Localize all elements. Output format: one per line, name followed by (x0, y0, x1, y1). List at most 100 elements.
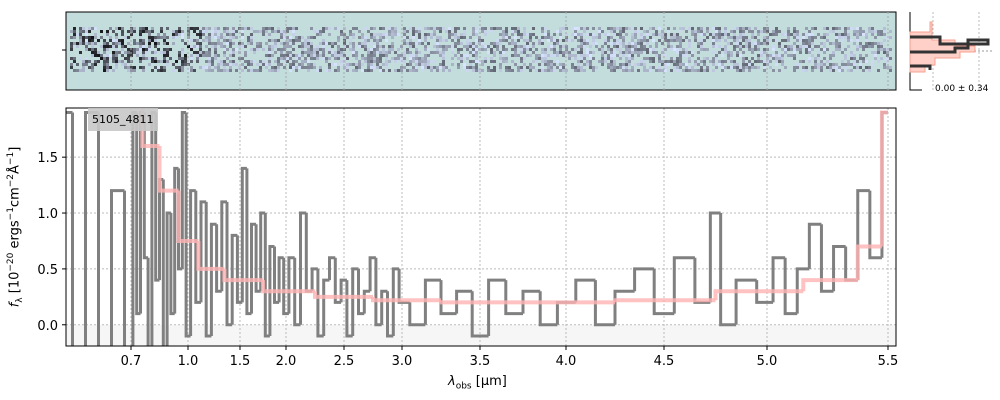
2d-pixel (424, 39, 427, 42)
2d-pixel (619, 33, 622, 36)
2d-pixel (526, 45, 529, 48)
2d-pixel (154, 51, 157, 54)
2d-pixel (307, 54, 310, 57)
2d-pixel (721, 63, 724, 66)
2d-pixel (763, 51, 766, 54)
2d-pixel (505, 48, 508, 51)
2d-pixel (265, 63, 268, 66)
2d-pixel (772, 69, 775, 72)
2d-pixel (211, 42, 214, 45)
2d-pixel (139, 60, 142, 63)
2d-pixel (640, 63, 643, 66)
2d-pixel (583, 57, 586, 60)
2d-pixel (379, 69, 382, 72)
2d-pixel (838, 27, 841, 30)
2d-pixel (406, 63, 409, 66)
2d-pixel (700, 39, 703, 42)
2d-pixel (871, 51, 874, 54)
2d-pixel (664, 54, 667, 57)
2d-pixel (607, 48, 610, 51)
2d-pixel (748, 48, 751, 51)
2d-pixel (772, 57, 775, 60)
2d-pixel (745, 63, 748, 66)
2d-pixel (583, 30, 586, 33)
2d-pixel (877, 42, 880, 45)
2d-pixel (871, 42, 874, 45)
2d-pixel (580, 51, 583, 54)
2d-pixel (835, 36, 838, 39)
2d-pixel (775, 39, 778, 42)
2d-pixel (547, 54, 550, 57)
2d-pixel (706, 27, 709, 30)
2d-pixel (232, 36, 235, 39)
2d-pixel (730, 60, 733, 63)
2d-pixel (346, 66, 349, 69)
2d-pixel (670, 45, 673, 48)
2d-pixel (295, 57, 298, 60)
2d-pixel (595, 66, 598, 69)
2d-pixel (694, 33, 697, 36)
2d-pixel (370, 36, 373, 39)
2d-pixel (238, 66, 241, 69)
2d-pixel (517, 30, 520, 33)
2d-pixel (697, 45, 700, 48)
2d-pixel (655, 33, 658, 36)
2d-pixel (121, 33, 124, 36)
2d-pixel (613, 60, 616, 63)
2d-pixel (142, 48, 145, 51)
2d-pixel (694, 69, 697, 72)
2d-pixel (331, 45, 334, 48)
2d-pixel (112, 51, 115, 54)
2d-pixel (247, 27, 250, 30)
2d-pixel (232, 54, 235, 57)
2d-pixel (103, 69, 106, 72)
2d-pixel (820, 36, 823, 39)
2d-pixel (835, 48, 838, 51)
2d-pixel (541, 60, 544, 63)
2d-pixel (241, 30, 244, 33)
2d-pixel (409, 60, 412, 63)
2d-pixel (676, 66, 679, 69)
2d-pixel (457, 27, 460, 30)
data-step (771, 256, 786, 303)
2d-pixel (307, 51, 310, 54)
2d-pixel (421, 57, 424, 60)
2d-pixel (712, 69, 715, 72)
2d-pixel (544, 51, 547, 54)
2d-pixel (646, 69, 649, 72)
2d-pixel (328, 33, 331, 36)
2d-pixel (349, 33, 352, 36)
2d-pixel (157, 42, 160, 45)
2d-pixel (541, 42, 544, 45)
2d-pixel (322, 51, 325, 54)
2d-pixel (88, 27, 91, 30)
2d-pixel (259, 30, 262, 33)
2d-pixel (682, 27, 685, 30)
2d-pixel (703, 60, 706, 63)
2d-pixel (352, 45, 355, 48)
2d-pixel (598, 30, 601, 33)
2d-pixel (856, 60, 859, 63)
2d-pixel (775, 60, 778, 63)
2d-pixel (799, 48, 802, 51)
2d-pixel (433, 33, 436, 36)
2d-pixel (421, 60, 424, 63)
2d-pixel (397, 57, 400, 60)
data-step (173, 166, 179, 314)
2d-pixel (853, 66, 856, 69)
2d-pixel (202, 39, 205, 42)
x-tick-label: 4.0 (556, 354, 577, 369)
2d-pixel (337, 36, 340, 39)
2d-pixel (826, 60, 829, 63)
2d-pixel (127, 57, 130, 60)
2d-pixel (325, 57, 328, 60)
2d-pixel (712, 51, 715, 54)
2d-pixel (514, 27, 517, 30)
2d-pixel (463, 36, 466, 39)
2d-pixel (286, 54, 289, 57)
2d-pixel (730, 54, 733, 57)
2d-pixel (769, 60, 772, 63)
2d-pixel (202, 54, 205, 57)
2d-pixel (313, 51, 316, 54)
2d-pixel (286, 36, 289, 39)
